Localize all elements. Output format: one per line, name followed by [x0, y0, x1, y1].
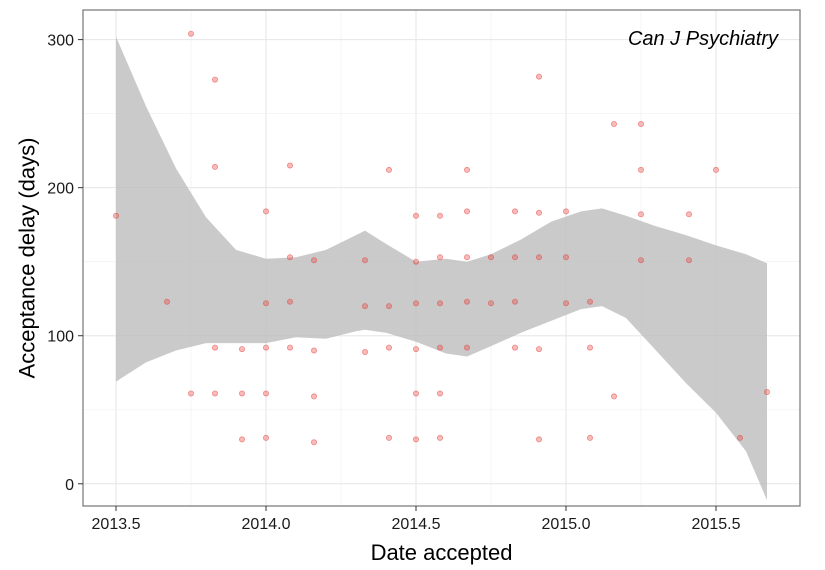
data-point [436, 212, 443, 219]
data-point [361, 348, 368, 355]
data-point [713, 166, 720, 173]
data-point [587, 298, 594, 305]
data-point [611, 121, 618, 128]
y-tick-label: 100 [47, 329, 74, 346]
data-point [412, 212, 419, 219]
data-point [563, 300, 570, 307]
data-point [238, 436, 245, 443]
confidence-band [116, 36, 767, 501]
data-point [412, 258, 419, 265]
data-point [563, 254, 570, 261]
data-point [211, 344, 218, 351]
x-tick-label: 2015.0 [542, 516, 591, 533]
data-point [638, 166, 645, 173]
data-point [436, 434, 443, 441]
data-point [361, 303, 368, 310]
data-point [310, 393, 317, 400]
data-point [536, 73, 543, 80]
data-point [211, 76, 218, 83]
data-point [286, 254, 293, 261]
data-point [310, 257, 317, 264]
data-point [187, 30, 194, 37]
data-point [113, 212, 120, 219]
data-point [385, 166, 392, 173]
data-point [385, 303, 392, 310]
confidence-band-layer [116, 36, 767, 501]
data-point [463, 208, 470, 215]
data-point [310, 347, 317, 354]
x-tick-label: 2014.0 [242, 516, 291, 533]
data-point [587, 434, 594, 441]
data-point [310, 439, 317, 446]
data-point [361, 257, 368, 264]
data-point [463, 254, 470, 261]
data-point [385, 434, 392, 441]
data-point [512, 254, 519, 261]
data-point [262, 390, 269, 397]
data-point [262, 434, 269, 441]
data-point [487, 300, 494, 307]
data-point [638, 211, 645, 218]
data-point [463, 166, 470, 173]
data-point [463, 344, 470, 351]
data-point [436, 344, 443, 351]
data-point [286, 162, 293, 169]
data-point [487, 254, 494, 261]
data-point [436, 300, 443, 307]
data-point [436, 254, 443, 261]
data-point [385, 344, 392, 351]
data-point [536, 346, 543, 353]
y-tick-label: 300 [47, 33, 74, 50]
data-point [638, 257, 645, 264]
data-point [536, 209, 543, 216]
data-point [262, 208, 269, 215]
data-point [412, 346, 419, 353]
chart-title: Can J Psychiatry [628, 28, 779, 50]
data-point [686, 211, 693, 218]
data-point [512, 344, 519, 351]
data-point [412, 436, 419, 443]
data-point [536, 436, 543, 443]
y-tick-label: 200 [47, 181, 74, 198]
data-point [686, 257, 693, 264]
data-point [436, 390, 443, 397]
data-point [611, 393, 618, 400]
data-point [412, 300, 419, 307]
data-point [211, 163, 218, 170]
data-point [163, 298, 170, 305]
plot-panel-border [82, 9, 801, 507]
data-point [187, 390, 194, 397]
data-point [238, 346, 245, 353]
x-tick-label: 2014.5 [392, 516, 441, 533]
data-point [412, 390, 419, 397]
data-point [262, 300, 269, 307]
data-point [536, 254, 543, 261]
data-point [737, 434, 744, 441]
data-point [238, 390, 245, 397]
data-point [211, 390, 218, 397]
y-tick-label: 0 [65, 477, 74, 494]
data-point [638, 121, 645, 128]
data-point [764, 388, 771, 395]
data-point [262, 344, 269, 351]
data-point [286, 298, 293, 305]
data-point [463, 298, 470, 305]
data-point [512, 298, 519, 305]
data-point [286, 344, 293, 351]
x-tick-label: 2013.5 [92, 516, 141, 533]
data-points-layer [113, 30, 771, 446]
y-axis-title: Acceptance delay (days) [15, 138, 40, 379]
axis-ticks: 2013.5 2014.0 2014.5 2015.0 2015.5 0 100 200 300 [47, 33, 740, 533]
data-point [563, 208, 570, 215]
x-axis-title: Date accepted [371, 540, 513, 565]
data-point [512, 208, 519, 215]
data-point [587, 344, 594, 351]
x-tick-label: 2015.5 [692, 516, 741, 533]
